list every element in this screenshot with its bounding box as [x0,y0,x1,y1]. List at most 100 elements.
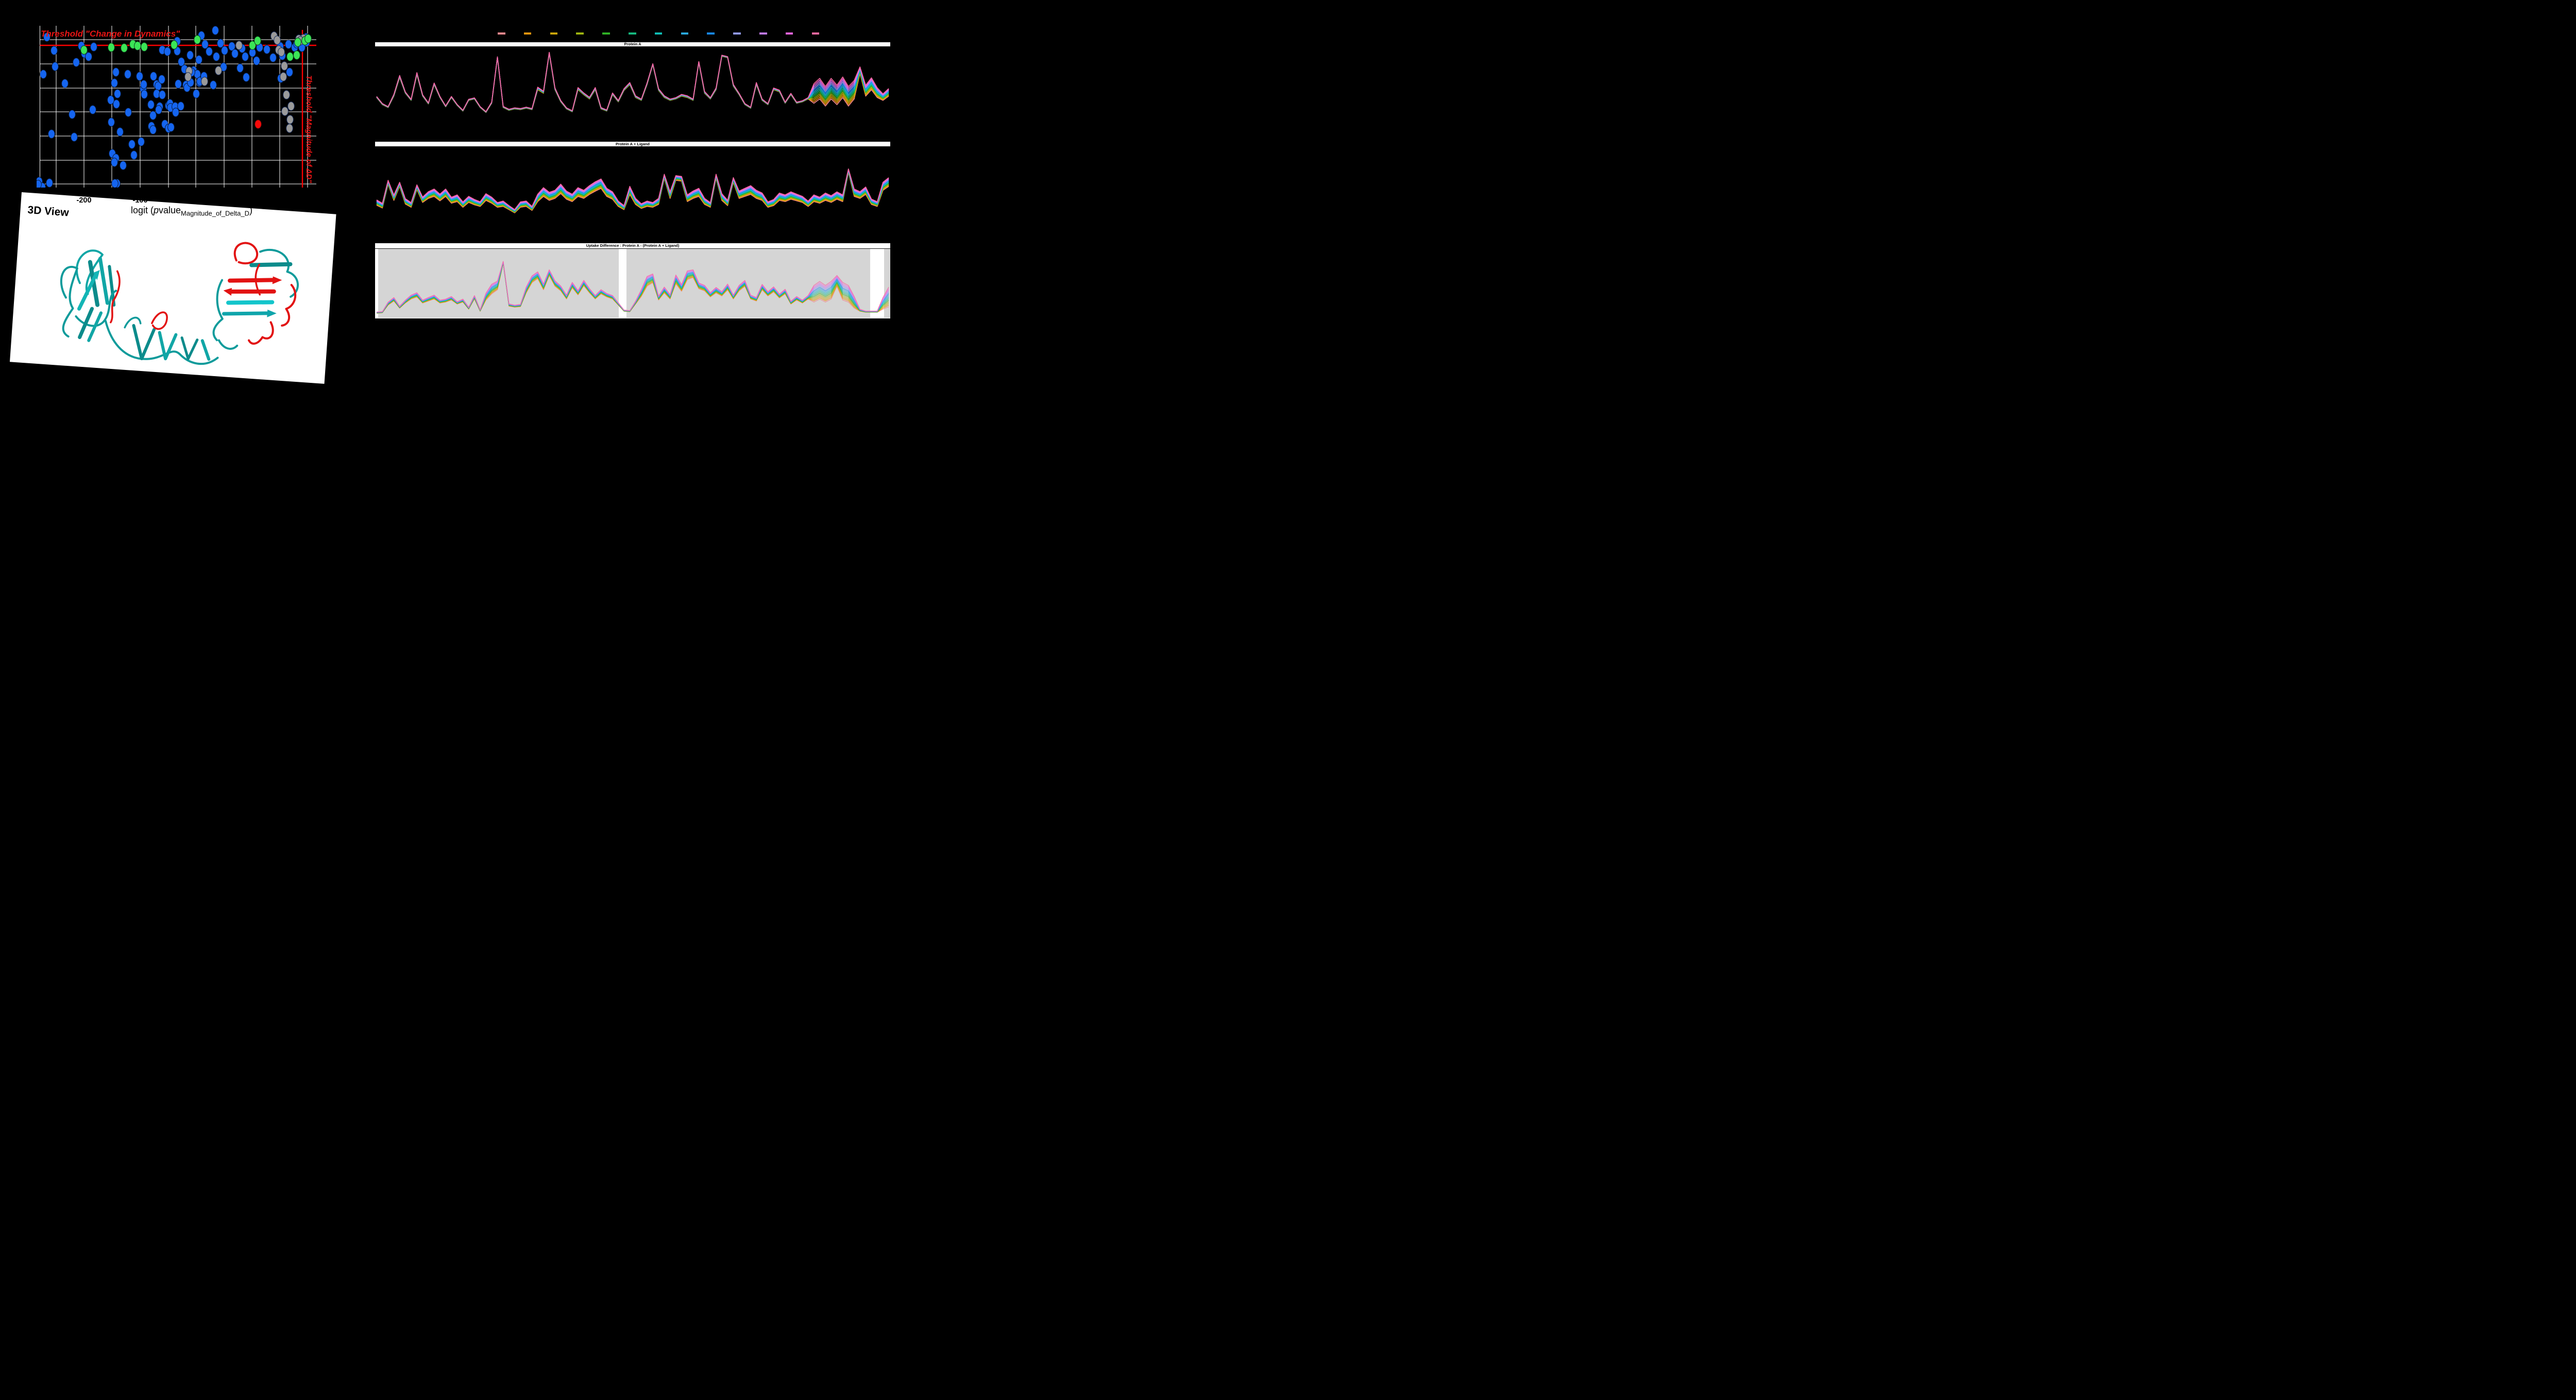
volcano-point-gray[interactable] [280,72,287,81]
uptake-series-1[interactable] [376,53,889,113]
uptake-series-6[interactable] [376,262,889,313]
volcano-point-gray[interactable] [278,47,285,57]
volcano-point-green[interactable] [286,52,294,61]
legend-swatch-5[interactable] [629,32,636,35]
volcano-point-blue[interactable] [221,46,228,55]
uptake-series-0[interactable] [376,53,889,113]
volcano-point-blue[interactable] [201,40,209,49]
volcano-point-blue[interactable] [212,26,219,35]
legend-swatch-0[interactable] [498,32,505,35]
volcano-point-blue[interactable] [52,62,59,71]
uptake-series-12[interactable] [376,168,889,210]
volcano-point-blue[interactable] [263,45,270,54]
uptake-series-10[interactable] [376,261,889,313]
volcano-point-gray[interactable] [235,41,243,50]
volcano-point-green[interactable] [121,43,128,53]
volcano-point-blue[interactable] [217,39,224,48]
uptake-series-9[interactable] [376,261,889,313]
volcano-point-blue[interactable] [120,161,127,170]
volcano-point-gray[interactable] [201,77,208,86]
volcano-point-blue[interactable] [71,132,78,142]
volcano-point-blue[interactable] [107,95,114,105]
volcano-point-blue[interactable] [89,105,96,114]
volcano-point-red[interactable] [255,120,262,129]
volcano-point-blue[interactable] [213,52,220,61]
volcano-point-blue[interactable] [136,72,143,81]
legend-swatch-4[interactable] [602,32,610,35]
volcano-point-blue[interactable] [155,105,162,114]
volcano-point-blue[interactable] [177,102,184,111]
volcano-point-blue[interactable] [125,108,132,117]
uptake-series-8[interactable] [376,52,889,112]
volcano-point-blue[interactable] [236,63,244,73]
volcano-point-blue[interactable] [111,158,118,167]
volcano-point-blue[interactable] [46,178,53,188]
volcano-point-blue[interactable] [147,100,155,109]
volcano-point-blue[interactable] [149,111,157,120]
uptake-series-4[interactable] [376,53,889,113]
volcano-point-blue[interactable] [164,47,171,56]
volcano-point-green[interactable] [254,36,261,45]
volcano-plot-canvas[interactable] [37,26,316,188]
volcano-point-blue[interactable] [193,89,200,98]
volcano-point-blue[interactable] [43,32,50,42]
legend-swatch-10[interactable] [759,32,767,35]
uptake-series-12[interactable] [376,52,889,112]
uptake-series-8[interactable] [376,170,889,211]
volcano-point-blue[interactable] [50,46,58,55]
volcano-point-green[interactable] [171,40,178,49]
legend-swatch-6[interactable] [654,32,663,35]
volcano-point-blue[interactable] [242,52,249,61]
uptake-chart-protein-a-ligand[interactable] [375,146,890,223]
protein-ribbon-graphic[interactable] [25,218,323,383]
uptake-series-7[interactable] [376,262,889,313]
volcano-point-blue[interactable] [253,56,260,65]
volcano-point-green[interactable] [294,38,301,47]
uptake-chart-protein-a[interactable] [375,46,890,137]
volcano-point-blue[interactable] [172,108,179,117]
volcano-point-blue[interactable] [140,80,147,89]
uptake-series-9[interactable] [376,169,889,211]
volcano-point-blue[interactable] [61,79,69,88]
legend-swatch-9[interactable] [733,32,741,35]
volcano-point-gray[interactable] [283,90,290,99]
uptake-difference-canvas[interactable] [375,248,890,318]
volcano-point-blue[interactable] [111,78,118,88]
volcano-point-blue[interactable] [112,68,120,77]
volcano-point-gray[interactable] [281,61,288,71]
uptake-series-6[interactable] [376,170,889,212]
volcano-point-green[interactable] [194,35,201,44]
volcano-point-blue[interactable] [114,89,121,98]
volcano-point-blue[interactable] [175,79,182,89]
volcano-point-blue[interactable] [231,49,239,58]
volcano-point-blue[interactable] [141,90,148,99]
volcano-point-green[interactable] [293,50,300,60]
uptake-series-10[interactable] [376,52,889,112]
uptake-series-8[interactable] [376,261,889,313]
volcano-point-blue[interactable] [187,50,194,60]
volcano-point-blue[interactable] [128,140,135,149]
volcano-point-gray[interactable] [215,66,222,75]
volcano-point-blue[interactable] [111,179,118,188]
uptake-series-10[interactable] [376,169,889,211]
volcano-point-blue[interactable] [116,127,124,137]
volcano-point-green[interactable] [249,41,256,50]
volcano-point-gray[interactable] [274,36,281,45]
3d-view-panel[interactable]: 3D View [9,192,336,384]
volcano-point-blue[interactable] [108,117,115,127]
volcano-point-blue[interactable] [210,80,217,90]
volcano-point-gray[interactable] [184,72,192,81]
volcano-point-blue[interactable] [138,137,145,146]
volcano-point-blue[interactable] [206,47,213,56]
legend-swatch-12[interactable] [811,32,820,35]
volcano-point-green[interactable] [134,41,141,50]
uptake-series-7[interactable] [376,52,889,113]
legend-swatch-7[interactable] [681,32,689,35]
volcano-point-blue[interactable] [150,72,157,81]
legend-swatch-2[interactable] [550,32,558,35]
uptake-difference-chart[interactable] [375,248,890,318]
volcano-point-gray[interactable] [286,115,294,124]
uptake-series-11[interactable] [376,261,889,313]
volcano-point-gray[interactable] [281,107,289,116]
legend-swatch-1[interactable] [523,32,532,35]
